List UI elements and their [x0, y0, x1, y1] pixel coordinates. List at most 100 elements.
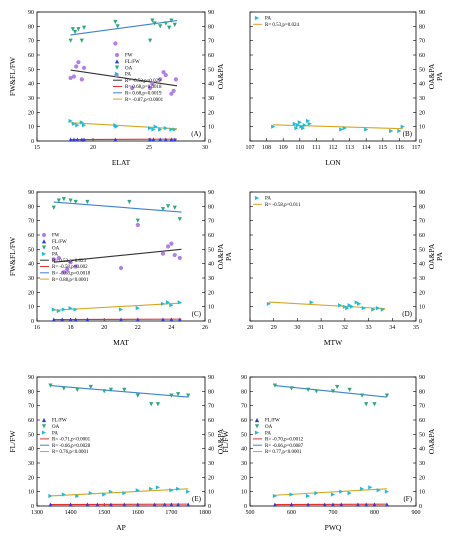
legend-label: PA	[265, 431, 271, 436]
series-oa	[51, 197, 182, 223]
x-tick-label: 110	[295, 145, 304, 151]
data-point	[95, 502, 100, 507]
x-tick-label: 600	[287, 510, 296, 516]
data-point	[68, 317, 73, 322]
y-tick-label-left: 10	[28, 490, 34, 496]
legend-label: PA	[52, 431, 58, 436]
x-axis-label: PWQ	[325, 523, 342, 532]
y-tick-label-right: 0	[208, 139, 211, 145]
plot-frame	[249, 11, 417, 142]
y-tick-label-right: 60	[208, 233, 214, 239]
y-tick-label-left: 50	[28, 67, 34, 73]
x-tick-label: 22	[135, 325, 141, 331]
x-tick-label: 29	[271, 325, 277, 331]
data-point	[79, 120, 84, 125]
x-tick-label: 31	[318, 325, 324, 331]
legend-label: R= 0.77,p<0.0001	[265, 450, 302, 455]
legend-label: PA	[265, 197, 271, 202]
data-point	[115, 24, 120, 29]
data-point	[347, 387, 352, 392]
legend: PAR= 0.53,p=0.024	[253, 15, 299, 28]
y-axis-label-right: OA&PAPA	[427, 243, 444, 269]
plot-frame	[249, 191, 417, 322]
series-oa	[48, 383, 191, 407]
y-tick-label-right: 30	[419, 276, 425, 282]
y-tick-label-right: 80	[208, 24, 214, 30]
series-pa	[68, 118, 177, 132]
data-point	[85, 502, 90, 507]
data-point	[272, 502, 277, 507]
data-point	[169, 127, 174, 132]
y-tick-label-left: 0	[244, 504, 247, 510]
y-tick-label-left: 50	[28, 247, 34, 253]
data-point	[272, 383, 277, 388]
y-tick-label-right: 40	[208, 262, 214, 268]
legend-label: FL/FW	[265, 419, 280, 424]
data-point	[163, 72, 168, 78]
y-tick-label-right: 60	[208, 53, 214, 59]
legend-label: PA	[52, 253, 58, 258]
y-tick-label-right: 60	[419, 53, 425, 59]
x-tick-label: 34	[389, 325, 395, 331]
data-point	[169, 137, 174, 142]
data-point	[155, 485, 161, 490]
data-point	[75, 387, 80, 392]
series-fl-fw	[51, 317, 182, 322]
data-point	[68, 502, 73, 507]
data-point	[85, 199, 90, 205]
data-point	[167, 25, 172, 30]
x-tick-label: 1500	[98, 510, 110, 516]
data-point	[149, 486, 154, 491]
legend-label: OA	[125, 66, 133, 71]
legend-label: OA	[265, 425, 273, 430]
x-tick-label: 1400	[65, 510, 77, 516]
legend-label: R= 0.76,p<0.0001	[52, 450, 89, 455]
data-point	[169, 303, 174, 308]
data-point	[71, 137, 77, 142]
data-point	[51, 205, 56, 210]
legend-label: OA	[52, 425, 60, 430]
legend-marker	[41, 232, 47, 238]
data-point	[61, 270, 66, 275]
data-point	[342, 304, 347, 309]
x-tick-label: 900	[412, 510, 421, 516]
data-point	[306, 493, 311, 499]
x-tick-label: 35	[413, 325, 419, 331]
y-tick-label-left: 60	[241, 418, 247, 424]
legend-marker	[41, 424, 47, 429]
series-fl-fw	[68, 137, 177, 142]
data-point	[73, 317, 78, 322]
legend-marker	[41, 430, 47, 435]
data-point	[169, 393, 174, 398]
data-point	[113, 137, 118, 142]
data-point	[148, 126, 153, 131]
data-point	[76, 60, 81, 65]
legend-label: R= 0.53,p=0.024	[265, 23, 299, 28]
y-tick-label-right: 40	[208, 447, 214, 453]
y-tick-label-right: 50	[208, 432, 214, 438]
y-tick-label-left: 80	[28, 24, 34, 30]
y-tick-label-right: 70	[208, 404, 214, 410]
y-tick-label-right: 40	[419, 262, 425, 268]
data-point	[301, 126, 306, 131]
series-pa	[271, 118, 405, 134]
y-tick-label-left: 10	[28, 305, 34, 311]
data-point	[306, 502, 311, 507]
data-point	[169, 502, 174, 507]
data-point	[85, 317, 90, 322]
data-point	[384, 489, 390, 494]
panel-label: (D)	[402, 310, 412, 318]
data-point	[118, 307, 124, 312]
fit-line	[53, 201, 182, 213]
data-point	[72, 29, 78, 35]
data-point	[81, 137, 87, 142]
data-point	[314, 389, 319, 394]
y-tick-label-right: 10	[208, 305, 214, 311]
data-point	[152, 21, 157, 26]
y-tick-label-right: 90	[419, 190, 425, 196]
data-point	[75, 493, 80, 499]
y-tick-label-left: 90	[28, 10, 34, 16]
data-point	[61, 307, 66, 312]
data-point	[122, 491, 127, 496]
